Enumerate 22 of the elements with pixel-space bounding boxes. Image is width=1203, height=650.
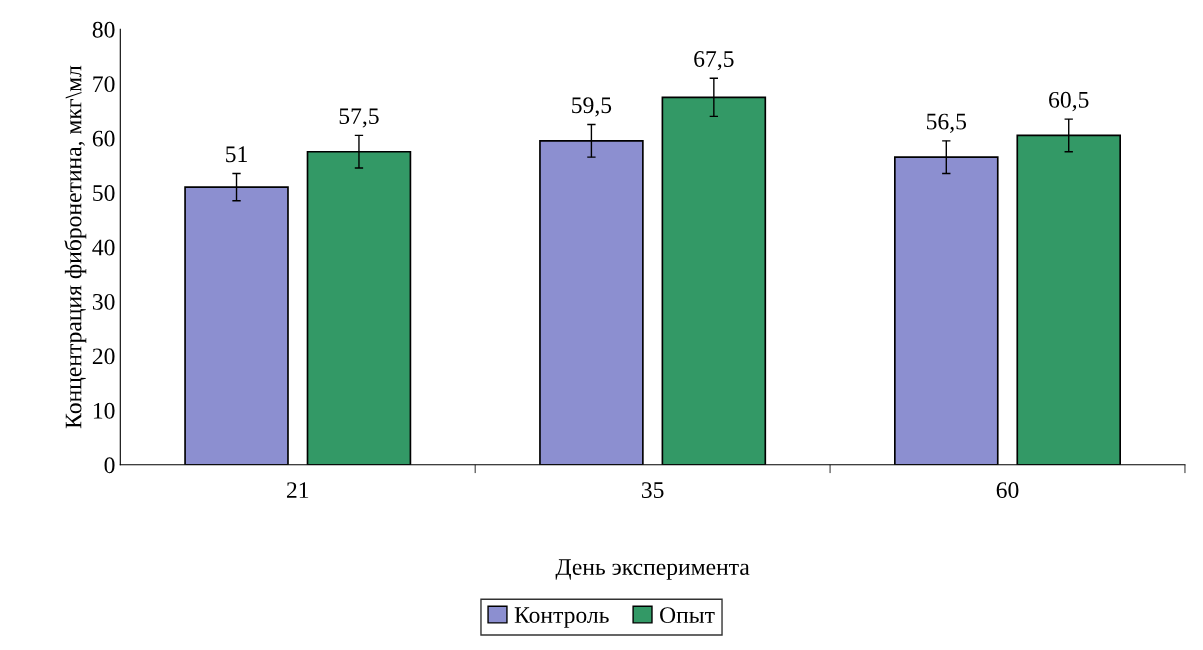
x-tick-label: 60 — [996, 482, 1019, 499]
y-tick-label: 70 — [93, 76, 115, 93]
data-label: 57,5 — [339, 108, 379, 128]
data-label: 51 — [226, 146, 247, 163]
y-tick-label: 80 — [92, 21, 115, 38]
x-axis-title: День эксперимента — [555, 559, 750, 580]
data-label: 56,5 — [927, 113, 967, 133]
data-label: 59,5 — [572, 97, 612, 117]
y-tick-label: 20 — [92, 348, 115, 365]
y-axis-title: Концентрация фибронетина, мкг\мл — [64, 65, 87, 429]
y-tick-label: 30 — [92, 293, 115, 310]
y-tick-label: 0 — [104, 457, 115, 474]
x-tick-label: 21 — [286, 482, 309, 498]
data-label: 67,5 — [694, 51, 734, 71]
y-tick-label: 60 — [92, 130, 115, 147]
legend-label: Опыт — [660, 607, 715, 624]
legend-label: Контроль — [514, 607, 609, 628]
data-label: 60,5 — [1049, 91, 1089, 112]
y-tick-label: 40 — [92, 239, 115, 256]
y-tick-label: 10 — [93, 402, 115, 419]
x-tick-label: 35 — [641, 482, 664, 499]
y-tick-label: 50 — [93, 185, 115, 201]
